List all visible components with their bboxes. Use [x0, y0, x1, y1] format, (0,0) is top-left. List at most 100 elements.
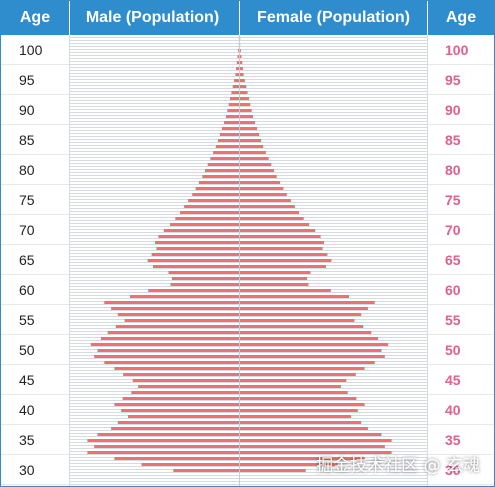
female-bar-age-91 — [239, 97, 249, 100]
male-bar-age-95 — [235, 73, 240, 76]
male-bar-age-96 — [236, 67, 240, 70]
male-bar-age-42 — [131, 391, 240, 394]
female-bar-age-70 — [239, 223, 310, 226]
age-label-left: 60 — [19, 282, 35, 298]
age-row-band — [428, 95, 494, 125]
female-bar-age-62 — [239, 271, 311, 274]
age-label-right: 45 — [445, 372, 461, 388]
male-bar-age-76 — [195, 187, 240, 190]
age-label-right: 30 — [445, 462, 461, 478]
age-label-right: 65 — [445, 252, 461, 268]
age-row-band — [1, 425, 69, 455]
age-label-left: 85 — [19, 132, 35, 148]
male-bar-age-63 — [153, 265, 240, 268]
female-bar-age-41 — [239, 397, 357, 400]
age-row-band — [428, 245, 494, 275]
male-bar-age-86 — [221, 127, 240, 130]
male-bar-age-45 — [123, 373, 240, 376]
female-bar-age-32 — [239, 451, 392, 454]
female-bar-age-78 — [239, 175, 277, 178]
female-bar-age-50 — [239, 343, 389, 346]
female-bar-age-86 — [239, 127, 258, 130]
age-label-left: 70 — [19, 222, 35, 238]
male-bar-age-35 — [97, 433, 240, 436]
age-row-band — [428, 155, 494, 185]
female-bar-age-98 — [239, 55, 242, 58]
age-label-left: 65 — [19, 252, 35, 268]
female-bar-age-75 — [239, 193, 287, 196]
male-bar-age-32 — [87, 451, 240, 454]
male-bar-age-97 — [236, 61, 240, 64]
male-bar-age-82 — [213, 151, 240, 154]
age-row-band — [1, 125, 69, 155]
female-bar-age-94 — [239, 79, 245, 82]
age-row-band — [1, 155, 69, 185]
male-bar-age-55 — [117, 313, 240, 316]
male-bar-age-49 — [97, 349, 240, 352]
female-bar-age-65 — [239, 253, 328, 256]
age-label-right: 95 — [445, 72, 461, 88]
male-bar-age-60 — [170, 283, 240, 286]
male-bar-age-85 — [219, 133, 240, 136]
female-bar-age-40 — [239, 403, 365, 406]
age-row-band — [428, 35, 494, 65]
male-bar-age-50 — [90, 343, 240, 346]
age-row-band — [1, 185, 69, 215]
watermark-text: 掘金技术社区 @ 玄魂 — [316, 456, 480, 476]
male-bar-age-88 — [226, 115, 240, 118]
male-bar-age-77 — [198, 181, 240, 184]
female-bar-age-31 — [239, 457, 365, 460]
female-bar-age-64 — [239, 259, 332, 262]
female-bar-age-84 — [239, 139, 262, 142]
male-bar-age-52 — [107, 331, 240, 334]
male-bar-age-62 — [168, 271, 240, 274]
male-bar-age-91 — [230, 97, 240, 100]
male-bar-age-93 — [232, 85, 240, 88]
male-bar-age-99 — [238, 49, 240, 52]
male-bar-age-58 — [130, 295, 240, 298]
age-label-left: 50 — [19, 342, 35, 358]
age-row-band — [1, 95, 69, 125]
male-bar-age-65 — [151, 253, 240, 256]
age-label-right: 85 — [445, 132, 461, 148]
female-bar-age-58 — [239, 295, 349, 298]
age-row-band — [428, 365, 494, 395]
age-label-left: 30 — [19, 462, 35, 478]
age-row-band — [1, 395, 69, 425]
age-label-right: 40 — [445, 402, 461, 418]
male-bar-age-83 — [215, 145, 240, 148]
age-row-band — [1, 455, 69, 485]
female-bar-age-74 — [239, 199, 291, 202]
female-bar-age-79 — [239, 169, 274, 172]
header-divider — [427, 1, 428, 35]
age-row-band — [1, 65, 69, 95]
male-bar-age-56 — [111, 307, 240, 310]
table-body: 100 95 90 85 80 75 70 65 60 55 50 45 40 35 30 100 95 90 8… — [1, 35, 494, 486]
female-bar-age-36 — [239, 427, 368, 430]
female-bar-age-87 — [239, 121, 255, 124]
age-label-right: 100 — [445, 42, 469, 58]
header-divider — [239, 1, 240, 35]
female-bar-age-53 — [239, 325, 364, 328]
male-bar-age-74 — [188, 199, 240, 202]
pyramid-chart-area — [70, 35, 427, 486]
female-bar-age-63 — [239, 265, 326, 268]
female-bar-age-69 — [239, 229, 316, 232]
female-bar-age-39 — [239, 409, 358, 412]
age-row-band — [1, 335, 69, 365]
age-label-left: 35 — [19, 432, 35, 448]
male-bar-age-90 — [228, 103, 240, 106]
male-bar-age-51 — [100, 337, 240, 340]
female-bar-age-93 — [239, 85, 247, 88]
female-column-header: Female (Population) — [257, 9, 410, 26]
age-label-left: 100 — [19, 42, 43, 58]
female-bar-age-85 — [239, 133, 260, 136]
male-bar-age-73 — [184, 205, 240, 208]
female-bar-age-83 — [239, 145, 264, 148]
female-bar-age-51 — [239, 337, 379, 340]
male-bar-age-80 — [207, 163, 240, 166]
age-label-right: 90 — [445, 102, 461, 118]
male-bar-age-43 — [138, 385, 240, 388]
age-label-right: 50 — [445, 342, 461, 358]
